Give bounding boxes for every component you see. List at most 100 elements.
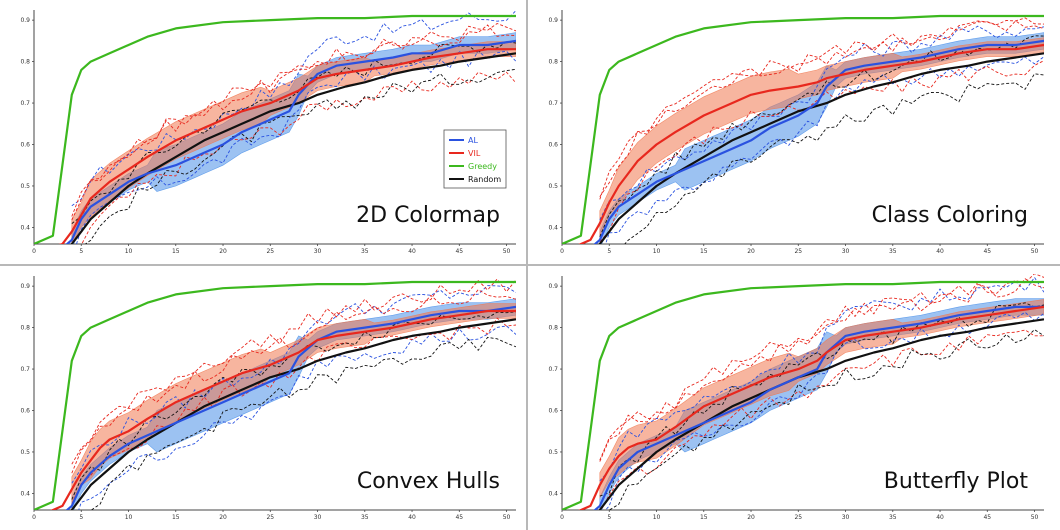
al-run-trace [605,56,1044,244]
greedy-line [562,280,1044,510]
x-tick-label: 20 [747,248,755,255]
y-tick-label: 0.4 [20,224,30,231]
plot-area [34,10,516,244]
y-tick-label: 0.9 [548,17,558,24]
greedy-line [34,14,516,244]
x-tick-label: 40 [936,248,944,255]
x-tick-label: 20 [747,514,755,521]
vil-mean-line [50,309,516,510]
y-tick-label: 0.6 [548,142,558,149]
chart-panel: 0 5 10 15 20 25 30 35 40 45 50 0.4 0.5 0.6 0.7 0.8 0.9 Cl… [548,10,1044,255]
chart-panel: 0 5 10 15 20 25 30 35 40 45 50 0.4 0.5 0.6 0.7 0.8 0.9 Co… [20,276,516,521]
y-tick-label: 0.8 [20,59,30,66]
vil-run-trace [71,22,516,221]
y-tick-label: 0.7 [20,366,30,373]
greedy-line [34,280,516,510]
x-tick-label: 10 [125,248,133,255]
vil-run-trace [599,20,1044,197]
y-tick-label: 0.7 [548,100,558,107]
x-tick-label: 50 [503,248,511,255]
y-tick-label: 0.4 [20,490,30,497]
x-tick-label: 40 [936,514,944,521]
y-tick-label: 0.6 [548,408,558,415]
y-tick-label: 0.4 [548,490,558,497]
vil-mean-line [578,305,1044,510]
al-mean-line [65,305,516,510]
y-tick-label: 0.8 [548,325,558,332]
x-tick-label: 15 [700,514,708,521]
random-run-trace [84,68,516,244]
x-tick-label: 40 [408,248,416,255]
al-run-trace [76,49,516,244]
x-tick-label: 20 [219,248,227,255]
random-run-trace [599,35,1044,237]
x-tick-label: 25 [266,248,274,255]
vil-run-trace [599,60,1044,242]
al-mean-line [593,305,1044,510]
y-tick-label: 0.7 [548,366,558,373]
al-run-trace [604,311,1044,510]
x-tick-label: 10 [653,514,661,521]
vil-run-trace [599,278,1044,461]
plot-area [562,274,1044,510]
legend-label: VIL [468,149,481,158]
x-tick-label: 25 [794,514,802,521]
al-mean-line [65,39,516,244]
random-mean-line [70,318,516,510]
legend: AL VIL Greedy Random [443,129,507,189]
random-run-trace [624,73,1044,244]
panel-title: Class Coloring [872,203,1028,228]
x-tick-label: 30 [842,248,850,255]
x-tick-label: 20 [219,514,227,521]
random-mean-line [70,52,516,244]
y-tick-label: 0.5 [548,183,558,190]
x-tick-label: 0 [32,248,36,255]
x-tick-label: 45 [983,248,991,255]
y-tick-label: 0.8 [548,59,558,66]
legend-label: AL [468,136,478,145]
x-tick-label: 0 [560,248,564,255]
random-run-trace [608,329,1044,510]
y-tick-label: 0.4 [548,224,558,231]
x-tick-label: 10 [653,248,661,255]
panel-title: Convex Hulls [357,469,500,494]
x-tick-label: 35 [889,248,897,255]
x-tick-label: 25 [794,248,802,255]
x-tick-label: 50 [503,514,511,521]
vil-run-trace [71,289,516,474]
x-tick-label: 35 [889,514,897,521]
x-tick-label: 5 [79,514,83,521]
panel-title: Butterfly Plot [884,469,1029,494]
random-run-trace [599,302,1044,497]
x-tick-label: 45 [983,514,991,521]
y-tick-label: 0.6 [20,408,30,415]
x-tick-label: 45 [455,514,463,521]
y-tick-label: 0.5 [20,183,30,190]
x-tick-label: 0 [560,514,564,521]
vil-mean-line [578,43,1044,244]
plot-area [562,14,1044,244]
legend-label: Random [468,175,501,184]
x-tick-label: 35 [361,248,369,255]
x-tick-label: 5 [607,248,611,255]
x-tick-label: 45 [455,248,463,255]
x-tick-label: 30 [314,248,322,255]
y-tick-label: 0.5 [548,449,558,456]
x-tick-label: 50 [1031,248,1039,255]
x-tick-label: 15 [172,514,180,521]
vil-run-trace [599,274,1044,462]
x-tick-label: 40 [408,514,416,521]
plot-area [34,278,516,510]
vil-run-trace [71,317,516,505]
chart-panel: 0 5 10 15 20 25 30 35 40 45 50 0.4 0.5 0.6 0.7 0.8 0.9 Bu… [548,274,1044,521]
vil-mean-line [58,48,516,244]
x-tick-label: 15 [172,248,180,255]
y-tick-label: 0.5 [20,449,30,456]
x-tick-label: 35 [361,514,369,521]
x-tick-label: 25 [266,514,274,521]
x-tick-label: 30 [314,514,322,521]
al-run-trace [71,285,516,484]
vil-run-trace [600,329,1044,510]
random-run-trace [71,41,516,224]
